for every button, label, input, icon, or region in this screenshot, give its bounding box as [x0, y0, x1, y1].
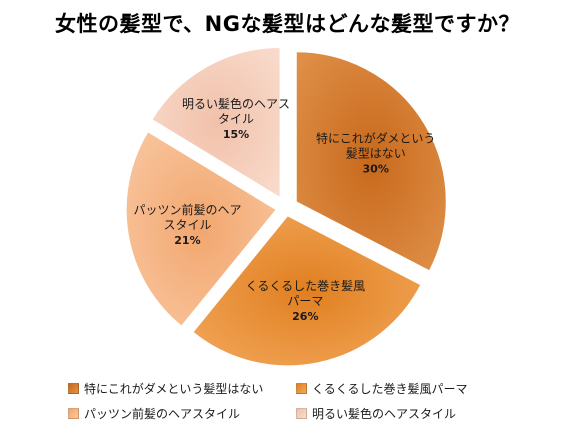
- slice-label: 特にこれがダメという髪型はない: [316, 130, 435, 160]
- legend-swatch: [296, 408, 307, 419]
- legend-label: くるくるした巻き髪風パーマ: [312, 382, 468, 396]
- pie-slice: [125, 131, 277, 327]
- chart-title: 女性の髪型で、NGな髪型はどんな髪型ですか？: [55, 12, 520, 36]
- slice-value-label: 26%: [292, 310, 318, 323]
- legend-label: パッツン前髪のヘアスタイル: [84, 407, 241, 421]
- legend-item: 明るい髪色のヘアスタイル: [296, 405, 526, 422]
- slice-label: パッツン前髪のヘアスタイル: [133, 202, 241, 232]
- legend-swatch: [296, 383, 307, 394]
- pie-slice: [192, 215, 422, 367]
- slice-label: 明るい髪色のヘアスタイル: [182, 97, 290, 126]
- pie-labels: 特にこれがダメという髪型はない 30% くるくるした巻き髪風パーマ 26% パッツン前髪…: [133, 97, 435, 323]
- legend-item: 特にこれがダメという髪型はない: [68, 380, 296, 397]
- legend-label: 明るい髪色のヘアスタイル: [312, 407, 457, 421]
- pie-slice: [295, 51, 447, 272]
- pie-chart: 特にこれがダメという髪型はない 30% くるくるした巻き髪風パーマ 26% パッツン前髪…: [125, 47, 447, 367]
- legend: 特にこれがダメという髪型はない くるくるした巻き髪風パーマ パッツン前髪のヘアス…: [68, 380, 538, 422]
- legend-swatch: [68, 408, 79, 419]
- slice-value-label: 15%: [223, 128, 249, 141]
- legend-item: くるくるした巻き髪風パーマ: [296, 380, 526, 397]
- pie-slice: [151, 47, 281, 199]
- legend-swatch: [68, 383, 79, 394]
- slice-value-label: 30%: [363, 162, 389, 175]
- legend-item: パッツン前髪のヘアスタイル: [68, 405, 296, 422]
- slice-value-label: 21%: [174, 234, 200, 247]
- pie-slices: [125, 47, 447, 367]
- slice-label: くるくるした巻き髪風パーマ: [246, 279, 366, 308]
- legend-label: 特にこれがダメという髪型はない: [84, 382, 264, 396]
